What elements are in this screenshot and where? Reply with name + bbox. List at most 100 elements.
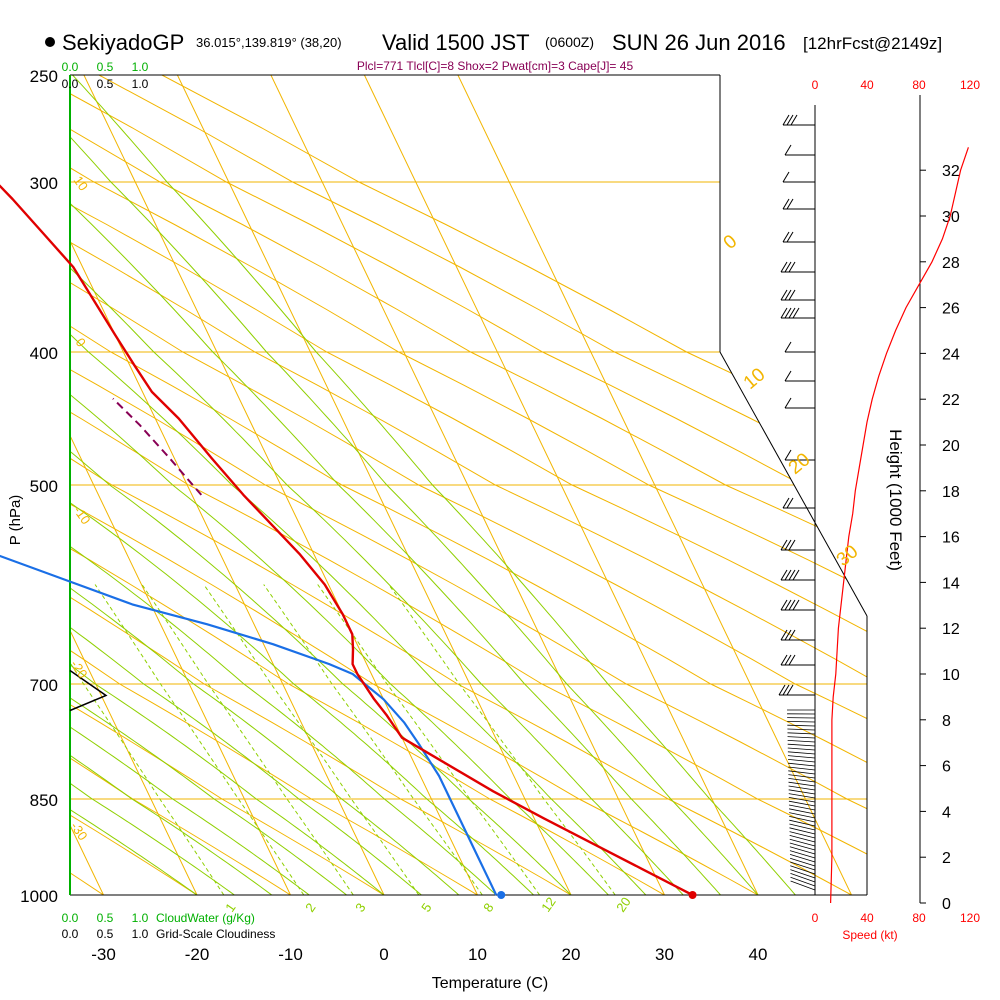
barb-flag — [780, 307, 788, 319]
barb-dense — [787, 747, 816, 751]
temp-tick-label: -30 — [91, 945, 116, 964]
line-label: 0 — [720, 231, 742, 254]
barb-flag — [784, 539, 792, 551]
station-dot-icon — [45, 37, 55, 47]
moist-adiabat — [70, 75, 609, 895]
wind-barbs — [778, 114, 816, 891]
cloud-tick-bottom: 1.0 — [132, 911, 149, 925]
height-tick-label: 22 — [942, 392, 960, 409]
dry-adiabat — [70, 75, 867, 895]
pressure-tick-label: 250 — [30, 67, 58, 86]
barb-dense — [789, 846, 816, 855]
moist-adiabat — [70, 232, 273, 895]
moist-adiabat — [70, 75, 759, 895]
barb-dense — [790, 869, 816, 879]
cloudiness-tick-top: 1.0 — [132, 77, 149, 91]
line-label: 0 — [73, 335, 89, 350]
temp-tick-label: 0 — [379, 945, 388, 964]
barb-dense — [787, 728, 816, 731]
line-label: 2 — [302, 900, 318, 915]
cloud-tick-bottom: 0.0 — [62, 911, 79, 925]
barb-dense — [788, 785, 816, 791]
background-lines — [69, 74, 868, 896]
barb-dense — [790, 876, 816, 887]
isotherm-line — [363, 75, 759, 895]
moist-adiabat — [70, 198, 310, 895]
valid-time: Valid 1500 JST — [382, 30, 530, 55]
wind-barb — [780, 629, 815, 641]
barb-dense — [788, 797, 816, 803]
mixing-ratio-line — [141, 584, 354, 895]
barb-flag — [788, 289, 796, 301]
speed-tick-bottom: 40 — [860, 911, 874, 925]
height-tick-label: 18 — [942, 484, 960, 501]
isotherm-line — [70, 75, 385, 895]
cloudwater-label: CloudWater (g/Kg) — [156, 911, 255, 925]
mixing-ratio-line — [70, 584, 225, 895]
moist-adiabat — [72, 75, 796, 895]
mixing-ratio-line — [94, 584, 305, 895]
pressure-tick-label: 500 — [30, 477, 58, 496]
cloud-tick-top: 1.0 — [132, 60, 149, 74]
line-label: 10 — [740, 364, 770, 394]
moist-adiabat — [70, 75, 647, 895]
barb-dense — [789, 812, 816, 819]
isotherm-line — [176, 75, 572, 895]
cloudiness-marker — [69, 669, 108, 712]
barb-dense — [789, 835, 816, 843]
surface-dew-point — [497, 891, 506, 899]
moist-adiabat — [70, 75, 684, 895]
dry-adiabat — [70, 75, 572, 895]
barb-dense — [788, 762, 816, 767]
moist-adiabat — [70, 75, 572, 895]
height-tick-label: 0 — [942, 896, 951, 913]
dewpoint-curve — [0, 554, 498, 896]
height-tick-label: 2 — [942, 850, 951, 867]
barb-flag — [782, 684, 790, 696]
line-label: 5 — [418, 900, 434, 915]
moist-adiabat — [70, 75, 460, 895]
barb-flag — [784, 397, 792, 409]
isotherm-line — [457, 75, 852, 895]
wind-barb — [784, 370, 815, 382]
pressure-tick-label: 700 — [30, 676, 58, 695]
height-tick-label: 6 — [942, 759, 951, 776]
barb-dense — [787, 751, 816, 755]
parcel-curve — [112, 397, 203, 496]
barb-dense — [789, 838, 816, 847]
isotherm-line — [70, 75, 198, 895]
height-tick-label: 12 — [942, 621, 960, 638]
barb-flag — [780, 539, 788, 551]
barb-flag — [784, 341, 792, 353]
cloud-tick-bottom: 0.5 — [97, 911, 114, 925]
barb-dense — [788, 781, 816, 787]
height-tick-label: 4 — [942, 804, 951, 821]
barb-flag — [788, 307, 796, 319]
height-tick-label: 30 — [942, 209, 960, 226]
barb-flag — [780, 261, 788, 273]
barb-dense — [790, 865, 816, 875]
speed-axis-label: Speed (kt) — [842, 928, 897, 942]
barb-flag — [786, 684, 794, 696]
barb-dense — [789, 827, 816, 835]
wind-barb — [780, 261, 815, 273]
wind-barb — [782, 114, 815, 126]
stability-indices: Plcl=771 Tlcl[C]=8 Shox=2 Pwat[cm]=3 Cap… — [357, 59, 634, 73]
moist-adiabat — [70, 106, 385, 895]
line-label: 30 — [833, 541, 863, 571]
barb-dense — [787, 724, 816, 727]
forecast-info: [12hrFcst@2149z] — [803, 34, 942, 53]
barb-dense — [788, 789, 816, 795]
wind-barb — [784, 144, 815, 156]
mixing-ratio-line — [203, 584, 420, 895]
station-name: SekiyadoGP — [62, 30, 184, 55]
barb-dense — [789, 850, 816, 859]
barb-flag — [784, 629, 792, 641]
barb-dense — [789, 854, 816, 863]
moist-adiabat — [70, 75, 534, 895]
speed-tick-top: 40 — [860, 78, 874, 92]
barb-flag — [784, 307, 792, 319]
dry-adiabat — [70, 75, 867, 895]
pressure-tick-label: 400 — [30, 344, 58, 363]
dry-adiabat — [70, 75, 867, 895]
